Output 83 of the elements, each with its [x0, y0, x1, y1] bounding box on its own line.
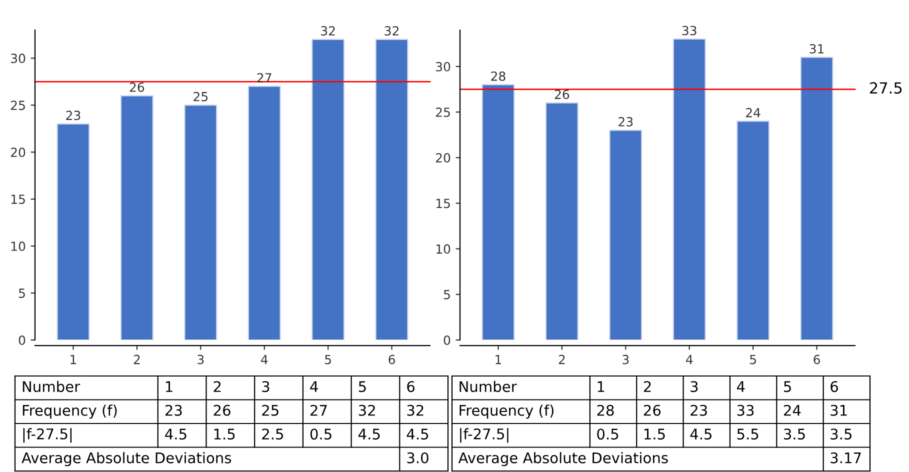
category-label: 6	[830, 381, 838, 392]
text: 5.5	[737, 428, 758, 440]
category-label: 6	[407, 381, 415, 392]
x-tick-label: 6	[388, 354, 395, 364]
text: 3.5	[830, 428, 852, 440]
data-label: 26	[130, 82, 144, 92]
x-tick-label: 2	[558, 354, 565, 364]
text: 1.5	[214, 428, 235, 440]
y-tick-label: 30	[11, 54, 26, 64]
y-tick-label: 5	[444, 290, 450, 300]
text: 31	[830, 404, 847, 416]
text: 4.5	[358, 428, 380, 440]
text: 4.5	[165, 428, 186, 440]
y-tick-label: 5	[18, 288, 25, 298]
text: Number	[460, 380, 517, 392]
x-tick-label: 4	[260, 354, 268, 364]
y-tick-label: 30	[436, 62, 450, 72]
y-tick-label: 15	[11, 194, 25, 204]
category-label: 5	[784, 381, 791, 392]
x-tick-label: 4	[686, 354, 693, 364]
category-label: 4	[310, 381, 318, 392]
x-tick-label: 2	[134, 354, 140, 364]
text: 25	[262, 404, 278, 416]
category-label: 5	[358, 381, 366, 392]
text: 0.5	[597, 428, 618, 440]
y-tick-label: 25	[10, 100, 25, 110]
x-tick-label: 6	[814, 354, 820, 364]
text: 0.5	[310, 428, 332, 440]
text: 32	[358, 404, 375, 416]
text: 32	[407, 404, 424, 416]
text: 27	[310, 404, 327, 416]
text: 26	[214, 404, 230, 416]
data-label: 33	[682, 26, 696, 36]
data-label: 26	[554, 90, 570, 100]
x-tick-label: 1	[70, 354, 76, 364]
data-label: 32	[321, 26, 335, 36]
category-label: 1	[598, 381, 604, 392]
text: 24	[784, 404, 801, 416]
data-label: 32	[384, 26, 398, 36]
category-label: 2	[214, 381, 221, 392]
text: Frequency (f)	[460, 404, 554, 419]
ref-line-label: 27.5	[870, 82, 902, 94]
text: 33	[737, 404, 754, 416]
text: Frequency (f)	[22, 404, 117, 419]
data-label: 23	[66, 110, 80, 120]
data-label: 28	[491, 71, 506, 81]
data-label: 25	[194, 92, 208, 102]
text: 26	[644, 404, 661, 416]
x-tick-label: 5	[750, 354, 756, 364]
category-label: 1	[166, 381, 172, 392]
data-label: 31	[810, 44, 824, 54]
data-label: 27	[257, 73, 272, 82]
text: Number	[22, 380, 80, 392]
text: Average Absolute Deviations	[458, 452, 668, 466]
text: 3.0	[407, 452, 428, 464]
y-tick-label: 20	[10, 148, 26, 158]
y-tick-label: 10	[436, 244, 450, 254]
y-tick-label: 0	[444, 335, 450, 345]
text: 1.5	[644, 428, 665, 440]
x-tick-label: 3	[198, 354, 204, 364]
x-tick-label: 5	[325, 354, 331, 364]
y-tick-label: 25	[436, 108, 450, 117]
y-tick-label: 10	[11, 242, 26, 251]
x-tick-label: 3	[622, 354, 629, 364]
text: |f-27.5|	[23, 428, 72, 443]
text: 4.5	[406, 428, 428, 440]
category-label: 3	[262, 381, 270, 392]
y-tick-label: 0	[18, 335, 26, 345]
y-tick-label: 20	[436, 153, 450, 163]
y-tick-label: 15	[436, 198, 450, 208]
text: 23	[165, 404, 182, 416]
text: Average Absolute Deviations	[22, 452, 232, 466]
data-label: 23	[618, 117, 633, 126]
text: 3.17	[830, 452, 861, 464]
x-tick-label: 1	[496, 354, 502, 364]
text: 23	[690, 404, 707, 416]
text: |f-27.5|	[460, 428, 508, 443]
text: 28	[597, 404, 614, 416]
category-label: 4	[736, 381, 745, 392]
data-label: 24	[746, 108, 760, 118]
text: 4.5	[690, 428, 712, 440]
text: 2.5	[262, 428, 284, 440]
text: 3.5	[784, 428, 805, 440]
